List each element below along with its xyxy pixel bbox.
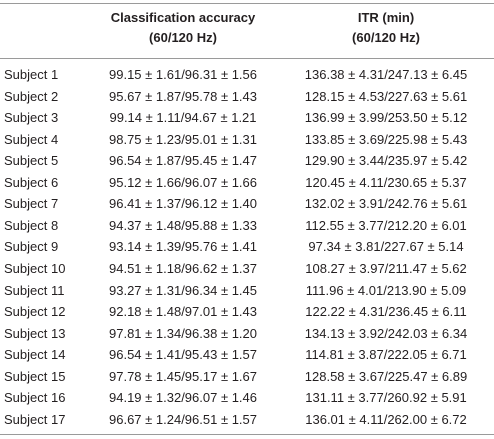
top-rule xyxy=(0,3,494,4)
cell-value: 93.27 ± 1.31/96.34 ± 1.45 xyxy=(109,282,257,298)
cell-value: 128.58 ± 3.67/225.47 ± 6.89 xyxy=(304,368,468,384)
row-label: Subject 16 xyxy=(4,390,66,406)
cell-value: 114.81 ± 3.87/222.05 ± 6.71 xyxy=(305,347,467,363)
row-label: Subject 17 xyxy=(4,411,66,427)
row-label: Subject 1 xyxy=(4,67,59,82)
row-label: Subject 15 xyxy=(4,368,66,384)
row-label: Subject 3 xyxy=(4,110,59,126)
row-label: Subject 11 xyxy=(4,282,65,298)
header-subtitle: (60/120 Hz) xyxy=(149,30,217,45)
cell-value: 99.15 ± 1.61/96.31 ± 1.56 xyxy=(109,67,257,82)
header-subtitle: (60/120 Hz) xyxy=(352,30,420,45)
row-label: Subject 5 xyxy=(4,153,59,169)
cell-value: 95.67 ± 1.87/95.78 ± 1.43 xyxy=(109,88,257,104)
cell-value: 96.67 ± 1.24/96.51 ± 1.57 xyxy=(109,411,257,427)
cell-value: 108.27 ± 3.97/211.47 ± 5.62 xyxy=(305,261,467,277)
row-label: Subject 10 xyxy=(4,261,66,277)
bottom-rule xyxy=(0,434,494,435)
cell-value: 94.19 ± 1.32/96.07 ± 1.46 xyxy=(109,390,257,406)
cell-value: 97.81 ± 1.34/96.38 ± 1.20 xyxy=(109,325,257,341)
cell-value: 93.14 ± 1.39/95.76 ± 1.41 xyxy=(109,239,257,255)
cell-value: 136.38 ± 4.31/247.13 ± 6.45 xyxy=(304,67,468,82)
cell-value: 96.54 ± 1.87/95.45 ± 1.47 xyxy=(109,153,257,169)
row-label: Subject 13 xyxy=(4,325,66,341)
cell-value: 97.34 ± 3.81/227.67 ± 5.14 xyxy=(308,239,464,255)
cell-value: 92.18 ± 1.48/97.01 ± 1.43 xyxy=(109,304,257,320)
cell-value: 112.55 ± 3.77/212.20 ± 6.01 xyxy=(305,217,467,233)
cell-value: 95.12 ± 1.66/96.07 ± 1.66 xyxy=(109,174,257,190)
row-label: Subject 12 xyxy=(4,304,66,320)
row-label: Subject 8 xyxy=(4,217,59,233)
row-label: Subject 9 xyxy=(4,239,59,255)
cell-value: 111.96 ± 4.01/213.90 ± 5.09 xyxy=(305,282,467,298)
header-rule xyxy=(0,58,494,59)
cell-value: 134.13 ± 3.92/242.03 ± 6.34 xyxy=(304,325,468,341)
row-label: Subject 14 xyxy=(4,347,66,363)
cell-value: 97.78 ± 1.45/95.17 ± 1.67 xyxy=(109,368,257,384)
cell-value: 98.75 ± 1.23/95.01 ± 1.31 xyxy=(109,131,257,147)
cell-value: 129.90 ± 3.44/235.97 ± 5.42 xyxy=(304,153,468,169)
header-title: ITR (min) xyxy=(357,10,415,25)
cell-value: 94.37 ± 1.48/95.88 ± 1.33 xyxy=(109,217,257,233)
cell-value: 136.99 ± 3.99/253.50 ± 5.12 xyxy=(304,110,468,126)
cell-value: 99.14 ± 1.11/94.67 ± 1.21 xyxy=(109,110,257,126)
header-title: Classification accuracy xyxy=(110,10,256,25)
cell-value: 96.41 ± 1.37/96.12 ± 1.40 xyxy=(109,196,257,212)
cell-value: 131.11 ± 3.77/260.92 ± 5.91 xyxy=(305,390,467,406)
row-label: Subject 2 xyxy=(4,88,59,104)
cell-value: 128.15 ± 4.53/227.63 ± 5.61 xyxy=(304,88,468,104)
cell-value: 132.02 ± 3.91/242.76 ± 5.61 xyxy=(304,196,468,212)
cell-value: 136.01 ± 4.11/262.00 ± 6.72 xyxy=(305,411,467,427)
cell-value: 96.54 ± 1.41/95.43 ± 1.57 xyxy=(109,347,257,363)
cell-value: 120.45 ± 4.11/230.65 ± 5.37 xyxy=(305,174,467,190)
cell-value: 94.51 ± 1.18/96.62 ± 1.37 xyxy=(109,261,257,277)
row-label: Subject 4 xyxy=(4,131,59,147)
cell-value: 133.85 ± 3.69/225.98 ± 5.43 xyxy=(304,131,468,147)
row-label: Subject 7 xyxy=(4,196,59,212)
cell-value: 122.22 ± 4.31/236.45 ± 6.11 xyxy=(305,304,467,320)
row-label: Subject 6 xyxy=(4,174,59,190)
